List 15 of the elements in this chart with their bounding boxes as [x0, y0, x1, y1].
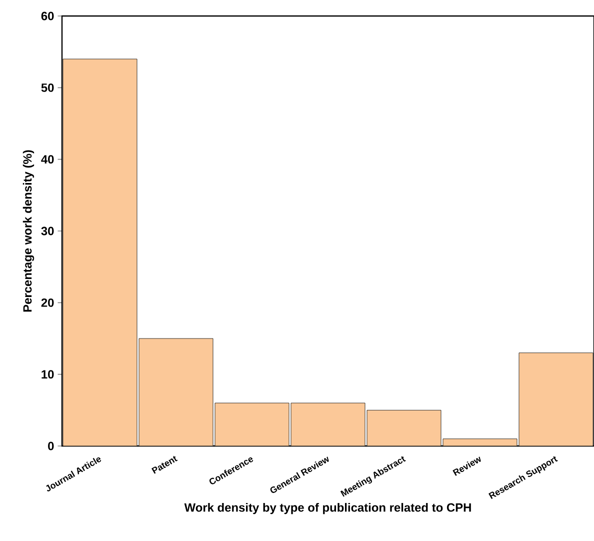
bar	[291, 403, 366, 446]
y-tick-label: 30	[41, 226, 54, 236]
y-tick-label: 20	[41, 298, 54, 307]
x-axis-title: Work density by type of publication related to CPH	[184, 502, 471, 514]
y-tick-label: 0	[48, 442, 54, 450]
y-axis-title: Percentage work density (%)	[22, 150, 34, 312]
bar	[518, 352, 594, 446]
y-tick-label: 10	[42, 370, 54, 379]
bar	[215, 403, 290, 446]
bar	[63, 59, 137, 446]
bar	[139, 338, 213, 446]
y-tick-label: 40	[41, 155, 54, 164]
bar	[367, 410, 442, 446]
y-tick-label: 60	[41, 12, 54, 20]
y-tick-label: 50	[41, 83, 54, 92]
